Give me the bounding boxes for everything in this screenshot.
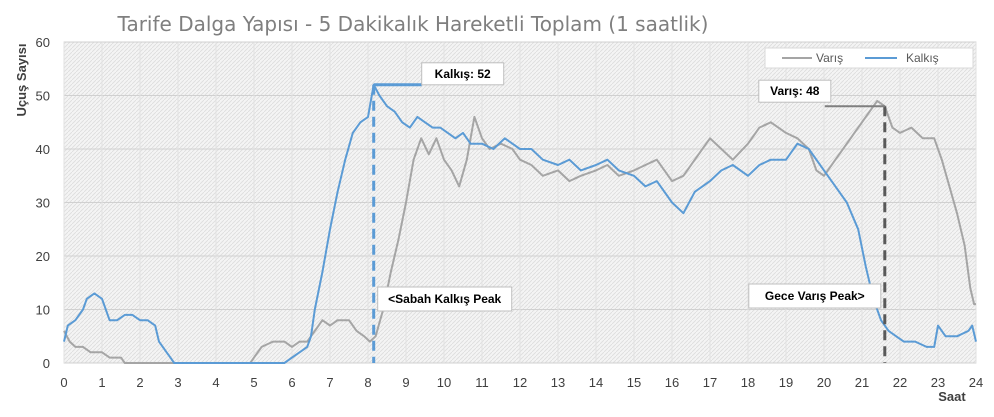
chart-title: Tarife Dalga Yapısı - 5 Dakikalık Hareke… (117, 12, 709, 36)
legend-label-kalkis: Kalkış (906, 51, 939, 65)
x-tick-5: 5 (250, 375, 257, 390)
x-tick-21: 21 (855, 375, 869, 390)
x-tick-19: 19 (779, 375, 793, 390)
sabah-kalkis-peak-text: <Sabah Kalkış Peak (388, 292, 501, 306)
gece-varis-peak-box (748, 283, 882, 309)
gece-varis-peak-text: Gece Varış Peak> (765, 289, 865, 303)
y-tick-0: 0 (43, 356, 50, 371)
x-tick-14: 14 (589, 375, 603, 390)
x-tick-23: 23 (931, 375, 945, 390)
kalkis-peak-callout-box (421, 62, 505, 86)
x-tick-24: 24 (969, 375, 983, 390)
x-axis-label: Saat (938, 389, 966, 404)
x-tick-1: 1 (98, 375, 105, 390)
x-tick-16: 16 (665, 375, 679, 390)
x-tick-13: 13 (551, 375, 565, 390)
x-tick-0: 0 (60, 375, 67, 390)
series-line-kalkis (63, 83, 977, 364)
x-tick-12: 12 (513, 375, 527, 390)
x-tick-15: 15 (627, 375, 641, 390)
y-tick-40: 40 (36, 142, 50, 157)
series-lines (63, 83, 977, 364)
x-tick-22: 22 (893, 375, 907, 390)
x-tick-7: 7 (326, 375, 333, 390)
x-tick-10: 10 (437, 375, 451, 390)
y-axis-label: Uçuş Sayısı (14, 44, 29, 117)
legend: Varış Kalkış (764, 47, 974, 69)
y-tick-20: 20 (36, 249, 50, 264)
varis-peak-callout-text: Varış: 48 (770, 84, 820, 98)
x-tick-3: 3 (174, 375, 181, 390)
sabah-kalkis-peak-box (377, 286, 513, 312)
y-tick-30: 30 (36, 196, 50, 211)
x-tick-18: 18 (741, 375, 755, 390)
y-tick-labels: 0 10 20 30 40 50 60 (36, 35, 50, 371)
x-tick-20: 20 (817, 375, 831, 390)
annotations: Kalkış: 52 Varış: 48 <Sabah Kalkış Peak Gec… (372, 62, 887, 363)
legend-label-varis: Varış (816, 51, 843, 65)
x-tick-11: 11 (475, 375, 489, 390)
x-tick-9: 9 (402, 375, 409, 390)
varis-peak-callout-box (758, 79, 832, 103)
kalkis-peak-callout-text: Kalkış: 52 (435, 67, 491, 81)
x-tick-17: 17 (703, 375, 717, 390)
x-tick-2: 2 (136, 375, 143, 390)
x-tick-labels: 0 1 2 3 4 5 6 7 8 9 10 11 12 13 14 15 16 17 18 19 20 21 22 23 24 (60, 375, 983, 390)
x-tick-6: 6 (288, 375, 295, 390)
y-tick-60: 60 (36, 35, 50, 50)
x-tick-4: 4 (212, 375, 219, 390)
x-tick-8: 8 (364, 375, 371, 390)
y-tick-10: 10 (36, 303, 50, 318)
y-tick-50: 50 (36, 89, 50, 104)
series-line-varis (63, 99, 976, 364)
